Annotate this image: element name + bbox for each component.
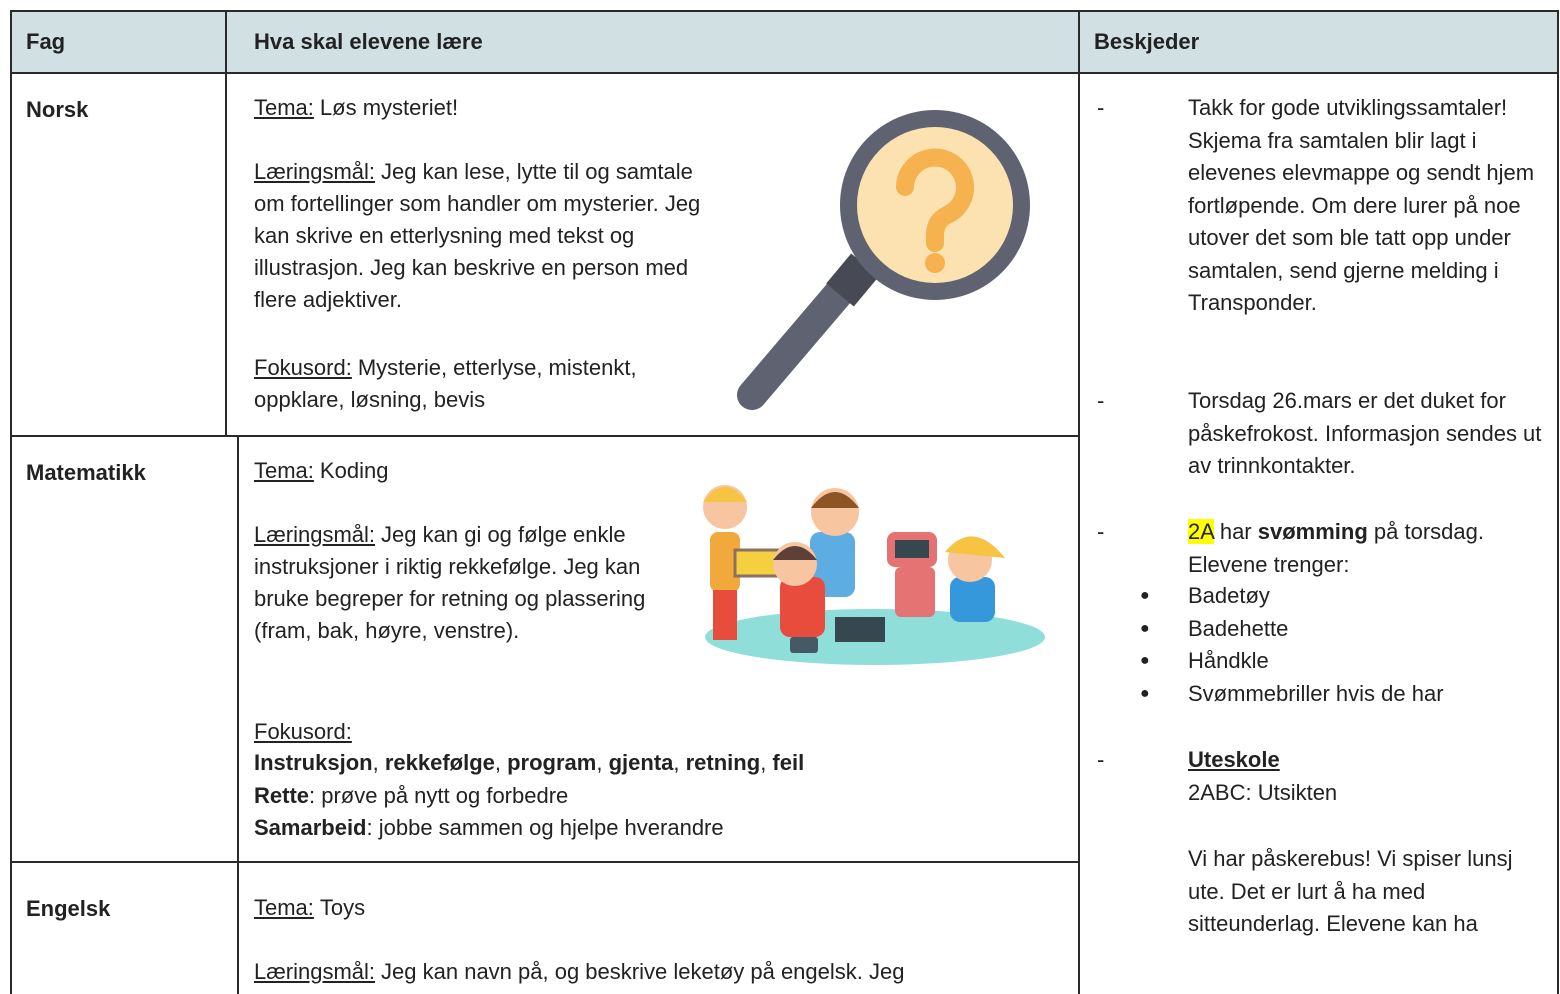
border [10,10,12,994]
border [10,10,1559,12]
focus: Fokusord: Mysterie, etterlyse, mistenkt, … [254,352,724,416]
label: Læringsmål: [254,522,376,547]
focus-word: retning [685,750,761,775]
topic: Tema: Koding [254,455,674,487]
text: Mysterie, etterlyse, mistenkt, oppklare,… [254,355,637,412]
focus-word: gjenta [608,750,674,775]
text: Løs mysteriet! [319,95,459,120]
border [1078,10,1080,994]
separator: , [494,750,508,775]
list-item: Håndkle [1188,648,1269,673]
header-cell: Hva skal elevene lære [254,29,483,54]
focus-words: Instruksjon, rekkefølge, program, gjenta… [254,747,804,779]
separator: , [372,750,385,775]
dash: - [1097,95,1105,120]
bullet: ● [1140,684,1150,702]
term-text: : prøve på nytt og forbedre [309,783,569,808]
magnifier-illustration [737,110,1030,410]
header-cell: Fag [26,29,66,54]
text: på torsdag. Elevene trenger: [1188,519,1484,577]
message: Vi har påskerebus! Vi spiser lunsj ute. … [1188,846,1513,936]
list-item: Svømmebriller hvis de har [1188,680,1444,706]
label: Tema: [254,895,314,920]
separator: , [673,750,686,775]
dash: - [1097,747,1105,772]
border [1557,10,1559,994]
list-item: Badetøy [1188,583,1270,608]
goals: Læringsmål: Jeg kan gi og følge enkle ins… [254,519,659,647]
focus-word: Instruksjon [254,750,373,775]
label: Læringsmål: [254,959,376,984]
term: Samarbeid: jobbe sammen og hjelpe hveran… [254,812,724,844]
highlight: 2A [1188,519,1214,544]
bullet: ● [1140,587,1150,604]
border [10,861,1079,863]
term-text: : jobbe sammen og hjelpe hverandre [366,815,724,840]
focus-word: rekkefølge [384,750,495,775]
border [225,10,227,437]
message: 2ABC: Utsikten [1188,780,1338,805]
goals: Læringsmål: Jeg kan navn på, og beskrive … [254,956,1054,988]
header-cell: Beskjeder [1094,29,1200,54]
focus-word: program [507,750,597,775]
subject: Engelsk [26,896,111,921]
message: 2A har svømming på torsdag. Elevene tren… [1188,516,1548,581]
separator: , [760,750,773,775]
list-item: Badehette [1188,615,1289,641]
label: Tema: [254,458,314,483]
label: Læringsmål: [254,159,376,184]
subject: Norsk [26,97,89,122]
topic: Tema: Løs mysteriet! [254,92,734,124]
header-bg [11,11,1557,73]
text: har [1219,519,1252,544]
message-heading: Uteskole [1188,747,1280,772]
subject: Matematikk [26,460,146,485]
topic: Tema: Toys [254,892,1054,924]
border [10,72,1559,74]
goals: Læringsmål: Jeg kan lese, lytte til og sa… [254,156,729,316]
focus-word: feil [772,750,805,775]
dash: - [1097,519,1105,544]
text: Jeg kan lese, lytte til og samtale om fo… [254,159,701,312]
separator: , [596,750,609,775]
text: Koding [319,458,389,483]
term-name: Rette [254,783,310,808]
bullet: ● [1140,652,1150,669]
dash: - [1097,388,1105,413]
bullet: ● [1140,619,1150,637]
message: Torsdag 26.mars er det duket for påskefr… [1188,388,1542,478]
message: Takk for gode utviklingssamtaler! Skjema… [1188,95,1535,315]
text: Toys [319,895,366,920]
term-name: Samarbeid [254,815,367,840]
coding-kids-illustration [703,485,1045,665]
focus-label: Fokusord: [254,719,352,744]
label: Fokusord: [254,355,352,380]
text: Jeg kan gi og følge enkle instruksjoner … [254,522,646,643]
label: Tema: [254,95,314,120]
text: Jeg kan navn på, og beskrive leketøy på … [381,959,905,984]
border [10,435,1079,437]
border [237,436,239,994]
activity: svømming [1257,519,1368,544]
term: Rette: prøve på nytt og forbedre [254,780,568,812]
